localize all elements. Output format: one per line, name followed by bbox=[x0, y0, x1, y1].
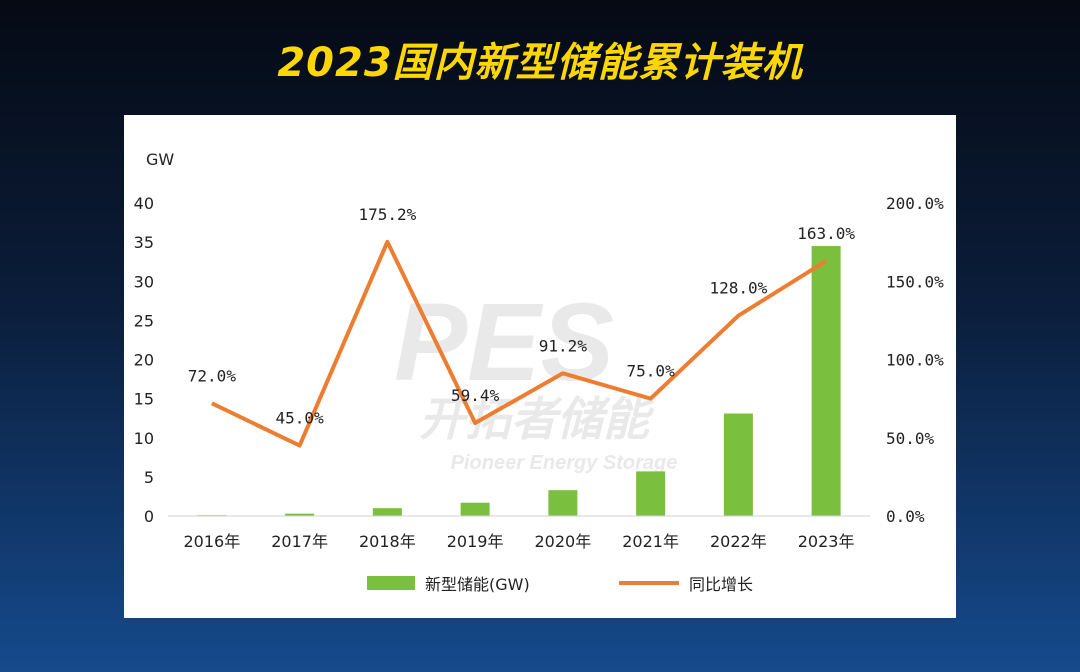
y-left-unit: GW bbox=[146, 150, 174, 169]
growth-data-labels: 72.0% 45.0% 175.2% 59.4% 91.2% 75.0% 128.0% 163… bbox=[188, 205, 856, 428]
growth-data-label: 45.0% bbox=[276, 409, 325, 428]
growth-data-label: 91.2% bbox=[539, 336, 588, 355]
watermark-cn: 开拓者储能 bbox=[419, 393, 655, 445]
growth-data-label: 128.0% bbox=[709, 279, 767, 298]
y-left-tick: 25 bbox=[134, 311, 154, 330]
x-axis-labels: 2016年 2017年 2018年 2019年 2020年 2021年 2022年 2023年 bbox=[184, 532, 855, 551]
left-axis-ticks: 0 5 10 15 20 25 30 35 40 bbox=[134, 194, 154, 526]
y-right-tick: 150.0% bbox=[886, 272, 944, 291]
growth-data-label: 163.0% bbox=[797, 224, 855, 243]
x-tick-label: 2022年 bbox=[710, 532, 767, 551]
x-tick-label: 2021年 bbox=[622, 532, 679, 551]
legend-bar-label: 新型储能(GW) bbox=[425, 575, 530, 594]
growth-line bbox=[211, 239, 828, 448]
watermark-en: Pioneer Energy Storage bbox=[451, 452, 678, 474]
bar bbox=[548, 490, 578, 516]
y-right-tick: 200.0% bbox=[886, 194, 944, 213]
y-left-tick: 35 bbox=[134, 233, 154, 252]
x-tick-label: 2019年 bbox=[447, 532, 504, 551]
headline: 2023国内新型储能累计装机 bbox=[277, 40, 803, 86]
y-right-tick: 50.0% bbox=[886, 429, 935, 448]
y-left-tick: 20 bbox=[134, 351, 154, 370]
bar bbox=[636, 471, 666, 516]
combo-chart: PES 开拓者储能 Pioneer Energy Storage GW 0 5 10… bbox=[134, 150, 945, 594]
growth-data-label: 72.0% bbox=[188, 366, 237, 385]
x-tick-label: 2017年 bbox=[271, 532, 328, 551]
bar bbox=[723, 413, 753, 516]
bar bbox=[460, 502, 490, 516]
bar-series bbox=[197, 246, 841, 516]
growth-data-label: 59.4% bbox=[451, 386, 500, 405]
y-right-tick: 100.0% bbox=[886, 351, 944, 370]
watermark: PES 开拓者储能 Pioneer Energy Storage bbox=[394, 281, 677, 474]
y-left-tick: 15 bbox=[134, 390, 154, 409]
y-left-tick: 40 bbox=[134, 194, 154, 213]
bar bbox=[811, 246, 841, 516]
y-left-tick: 5 bbox=[144, 468, 154, 487]
x-tick-label: 2018年 bbox=[359, 532, 416, 551]
y-left-tick: 10 bbox=[134, 429, 154, 448]
legend-bar-swatch bbox=[367, 576, 415, 590]
legend: 新型储能(GW) 同比增长 bbox=[367, 575, 753, 594]
watermark-logo: PES bbox=[394, 281, 614, 404]
right-axis-ticks: 0.0% 50.0% 100.0% 150.0% 200.0% bbox=[886, 194, 944, 526]
legend-line-label: 同比增长 bbox=[689, 575, 753, 594]
y-left-tick: 30 bbox=[134, 272, 154, 291]
x-tick-label: 2016年 bbox=[184, 532, 241, 551]
x-tick-label: 2023年 bbox=[798, 532, 855, 551]
chart-panel: PES 开拓者储能 Pioneer Energy Storage GW 0 5 10… bbox=[124, 115, 956, 618]
x-tick-label: 2020年 bbox=[535, 532, 592, 551]
y-right-tick: 0.0% bbox=[886, 507, 925, 526]
growth-data-label: 175.2% bbox=[358, 205, 416, 224]
bar bbox=[372, 508, 402, 516]
bar bbox=[285, 513, 315, 516]
growth-data-label: 75.0% bbox=[627, 362, 676, 381]
y-left-tick: 0 bbox=[144, 507, 154, 526]
